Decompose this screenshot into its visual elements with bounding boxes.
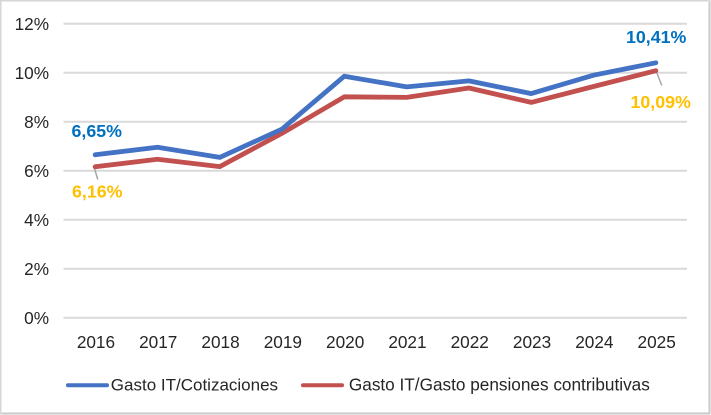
svg-text:8%: 8% — [24, 112, 49, 132]
svg-text:2019: 2019 — [264, 332, 302, 352]
svg-text:2020: 2020 — [326, 332, 364, 352]
svg-text:4%: 4% — [24, 210, 49, 230]
svg-text:2024: 2024 — [575, 332, 614, 352]
svg-text:Gasto IT/Gasto pensiones contr: Gasto IT/Gasto pensiones contributivas — [349, 375, 650, 395]
svg-text:2016: 2016 — [77, 332, 115, 352]
svg-text:10,09%: 10,09% — [631, 92, 691, 112]
svg-text:2%: 2% — [24, 259, 49, 279]
svg-text:6%: 6% — [24, 161, 49, 181]
svg-text:6,65%: 6,65% — [72, 121, 123, 141]
svg-text:Gasto IT/Cotizaciones: Gasto IT/Cotizaciones — [111, 376, 278, 395]
svg-text:2018: 2018 — [201, 332, 239, 352]
svg-text:6,16%: 6,16% — [72, 182, 123, 202]
svg-text:10,41%: 10,41% — [626, 27, 686, 47]
svg-text:2017: 2017 — [139, 332, 177, 352]
svg-text:2022: 2022 — [451, 332, 489, 352]
svg-text:2025: 2025 — [638, 332, 676, 352]
svg-text:2023: 2023 — [513, 332, 551, 352]
svg-text:0%: 0% — [24, 308, 49, 328]
svg-text:12%: 12% — [15, 14, 49, 34]
svg-text:2021: 2021 — [388, 332, 426, 352]
svg-text:10%: 10% — [15, 63, 49, 83]
